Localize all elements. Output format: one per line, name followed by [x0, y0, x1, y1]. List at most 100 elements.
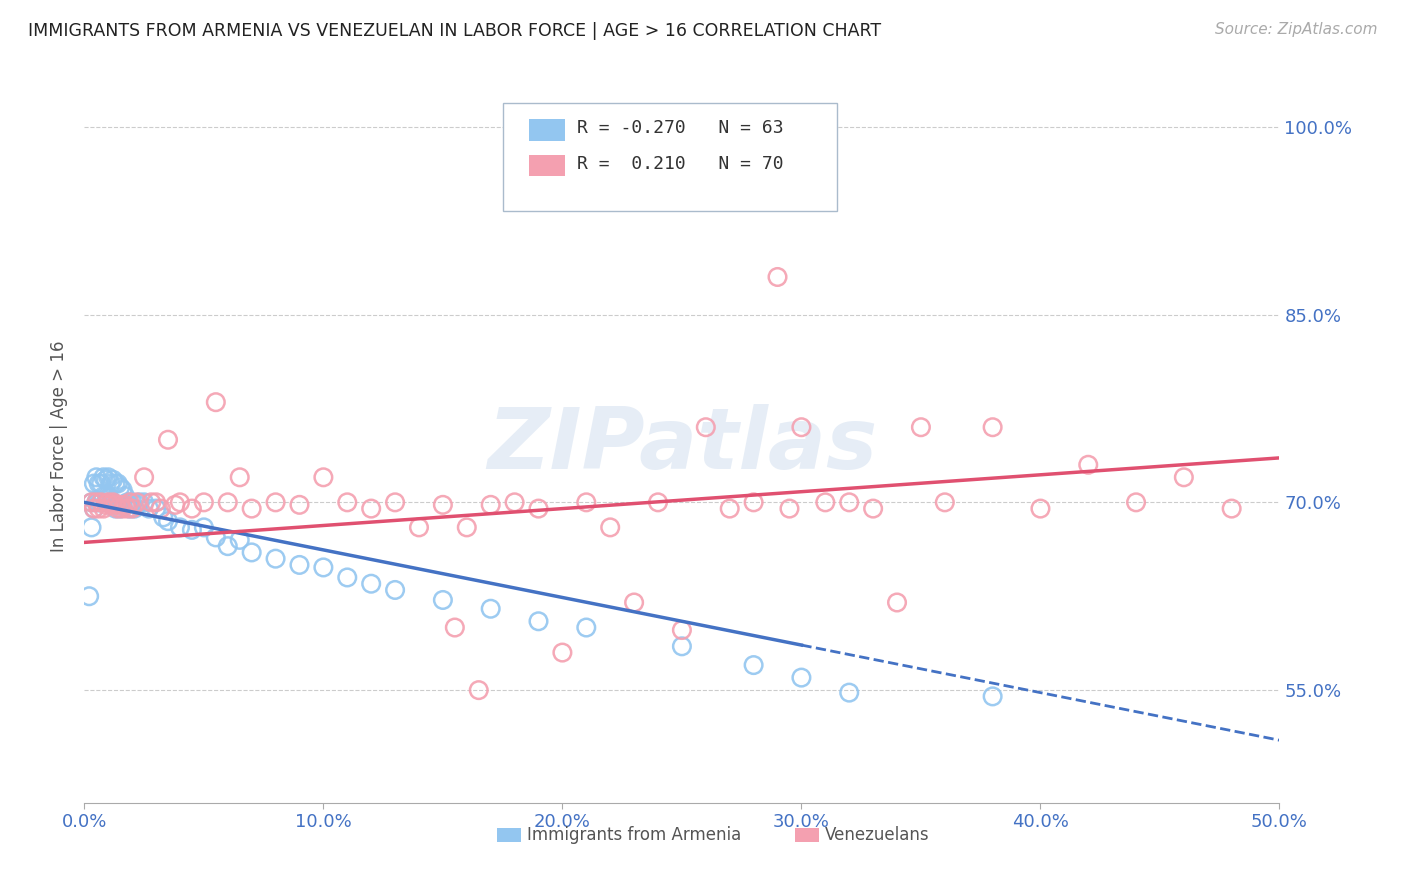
Point: [101, 473, 124, 487]
Point: [80, 495, 103, 509]
Point: [599, 520, 621, 534]
Point: [111, 501, 134, 516]
Point: [575, 621, 598, 635]
Text: R = -0.270   N = 63: R = -0.270 N = 63: [576, 120, 783, 137]
Point: [575, 495, 598, 509]
Point: [1125, 495, 1147, 509]
Point: [360, 576, 382, 591]
Point: [205, 395, 228, 409]
Point: [114, 489, 136, 503]
Point: [110, 498, 132, 512]
Point: [157, 514, 180, 528]
Point: [1029, 501, 1052, 516]
Point: [97, 489, 120, 503]
Point: [360, 501, 382, 516]
Point: [193, 495, 215, 509]
Point: [479, 601, 502, 615]
Point: [336, 495, 359, 509]
Point: [718, 501, 741, 516]
Point: [886, 595, 908, 609]
Point: [100, 498, 122, 512]
Point: [107, 476, 129, 491]
Text: Immigrants from Armenia: Immigrants from Armenia: [527, 826, 741, 844]
Point: [132, 470, 156, 484]
Point: [83, 501, 105, 516]
Point: [742, 658, 765, 673]
Point: [107, 498, 129, 512]
Point: [101, 495, 124, 509]
Point: [647, 495, 669, 509]
Point: [86, 495, 108, 509]
Point: [104, 501, 127, 516]
Point: [80, 495, 103, 509]
Point: [100, 495, 122, 509]
FancyBboxPatch shape: [503, 103, 838, 211]
Point: [205, 530, 228, 544]
Point: [503, 495, 526, 509]
Point: [149, 501, 172, 516]
Point: [125, 495, 148, 509]
Point: [80, 520, 103, 534]
Point: [110, 480, 132, 494]
Point: [90, 495, 112, 509]
Point: [94, 495, 117, 509]
Point: [101, 495, 124, 509]
Point: [107, 501, 129, 516]
Bar: [496, 828, 520, 842]
Y-axis label: In Labor Force | Age > 16: In Labor Force | Age > 16: [51, 340, 69, 552]
Point: [111, 498, 134, 512]
Point: [121, 501, 143, 516]
Point: [90, 476, 112, 491]
Point: [117, 495, 139, 509]
Point: [742, 495, 765, 509]
Point: [312, 560, 335, 574]
Point: [90, 495, 112, 509]
Point: [790, 671, 813, 685]
Point: [118, 501, 141, 516]
Point: [77, 589, 100, 603]
Point: [138, 501, 160, 516]
Point: [408, 520, 430, 534]
Point: [623, 595, 645, 609]
Point: [1220, 501, 1243, 516]
Point: [124, 501, 146, 516]
Point: [93, 501, 115, 516]
Point: [432, 593, 454, 607]
Point: [766, 270, 789, 285]
Point: [141, 495, 163, 509]
Point: [94, 473, 117, 487]
Point: [981, 690, 1004, 704]
Point: [934, 495, 956, 509]
Point: [104, 476, 127, 491]
Point: [468, 683, 491, 698]
Point: [264, 495, 287, 509]
Point: [217, 495, 239, 509]
Point: [1173, 470, 1195, 484]
Point: [862, 501, 884, 516]
Point: [288, 498, 311, 512]
Point: [838, 685, 860, 699]
Point: [94, 498, 117, 512]
Point: [87, 501, 110, 516]
Point: [384, 582, 406, 597]
Point: [169, 520, 191, 534]
Point: [118, 495, 141, 509]
Point: [779, 501, 801, 516]
Point: [527, 614, 550, 628]
Point: [229, 470, 252, 484]
Point: [181, 501, 204, 516]
Point: [181, 523, 204, 537]
Point: [527, 501, 550, 516]
Point: [229, 533, 252, 547]
Point: [838, 495, 860, 509]
Bar: [796, 828, 820, 842]
Point: [671, 640, 693, 654]
Point: [384, 495, 406, 509]
Point: [97, 495, 120, 509]
Point: [97, 470, 120, 484]
Point: [790, 420, 813, 434]
Point: [87, 476, 110, 491]
Point: [86, 470, 108, 484]
Point: [288, 558, 311, 572]
Point: [104, 498, 127, 512]
